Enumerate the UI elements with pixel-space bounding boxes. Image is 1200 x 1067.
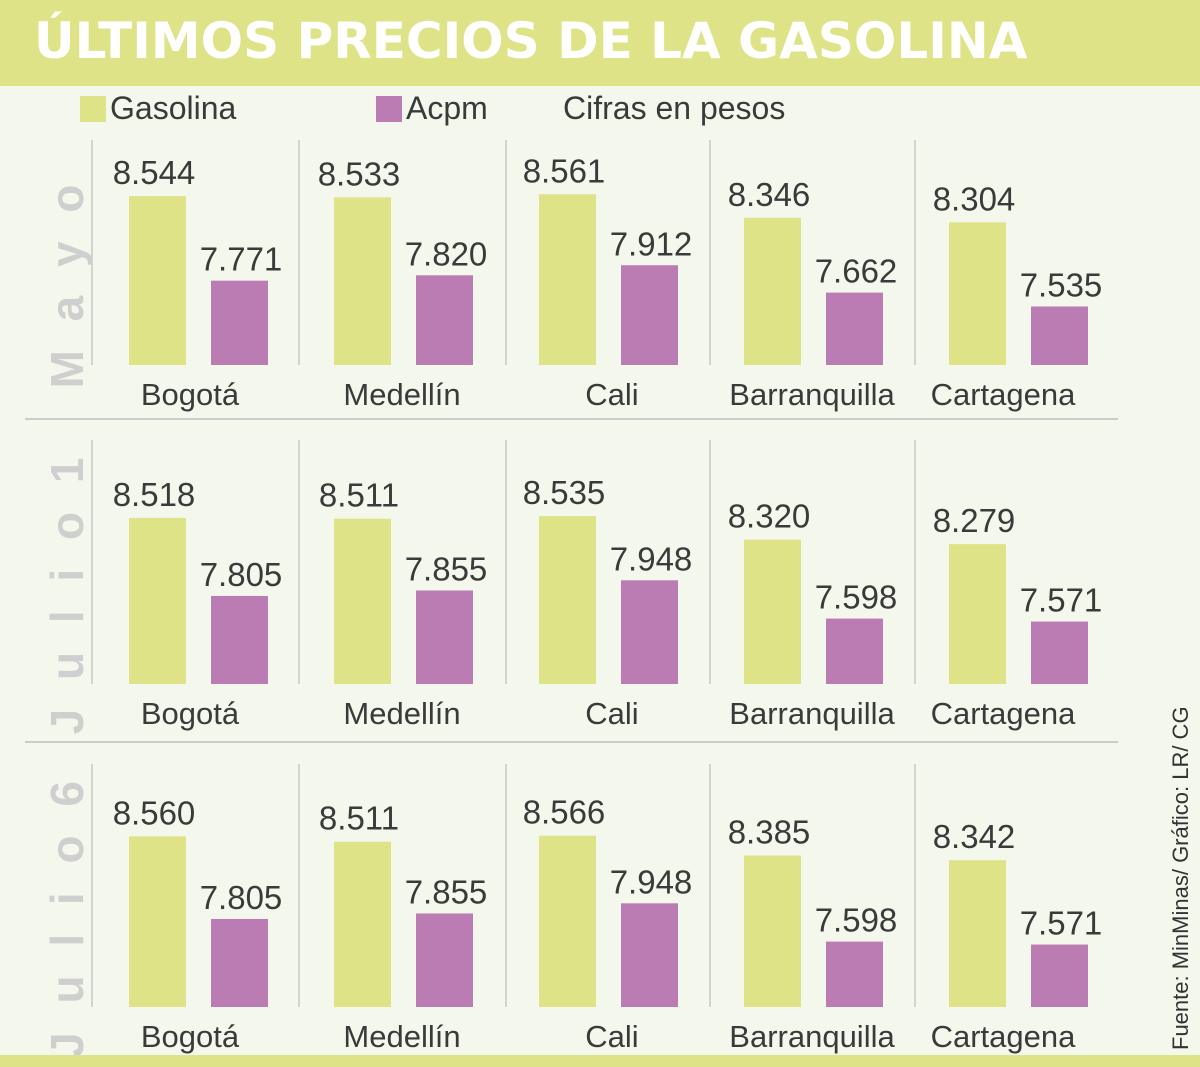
category-label: Bogotá — [141, 1019, 240, 1054]
legend-gasolina: Gasolina — [110, 90, 237, 126]
category-label: Barranquilla — [729, 1019, 895, 1054]
value-label-gasolina: 8.535 — [523, 474, 606, 511]
bar-gasolina — [129, 196, 186, 365]
value-label-acpm: 7.855 — [405, 873, 488, 910]
bar-acpm — [826, 941, 883, 1007]
bar-acpm — [211, 595, 268, 684]
category-label: Cali — [585, 696, 638, 731]
value-label-gasolina: 8.566 — [523, 794, 606, 831]
value-label-acpm: 7.571 — [1020, 905, 1103, 942]
source-note: Fuente: MinMinas/ Gráfico: LR/ CG — [1168, 706, 1193, 1050]
value-label-acpm: 7.855 — [405, 550, 488, 587]
value-label-acpm: 7.598 — [815, 902, 898, 939]
title-bar: ÚLTIMOS PRECIOS DE LA GASOLINA — [0, 0, 1200, 86]
value-label-acpm: 7.805 — [200, 879, 283, 916]
bar-acpm — [621, 903, 678, 1007]
value-label-gasolina: 8.320 — [728, 498, 811, 535]
group-label: J u l i o 1 — [41, 450, 93, 735]
value-label-gasolina: 8.342 — [933, 818, 1016, 855]
value-label-gasolina: 8.518 — [113, 476, 196, 513]
category-label: Cali — [585, 1019, 638, 1054]
value-label-acpm: 7.820 — [405, 235, 488, 272]
bar-acpm — [1031, 621, 1088, 684]
bar-gasolina — [539, 516, 596, 684]
value-label-gasolina: 8.279 — [933, 502, 1016, 539]
value-label-gasolina: 8.561 — [523, 152, 606, 189]
value-label-acpm: 7.535 — [1020, 266, 1103, 303]
bar-acpm — [1031, 306, 1088, 365]
bar-acpm — [826, 292, 883, 365]
bar-acpm — [416, 590, 473, 684]
value-label-gasolina: 8.304 — [933, 180, 1016, 217]
bar-acpm — [826, 618, 883, 684]
value-label-gasolina: 8.385 — [728, 814, 811, 851]
value-label-acpm: 7.598 — [815, 579, 898, 616]
group-label: M a y o — [41, 177, 93, 389]
category-label: Cartagena — [931, 1019, 1077, 1054]
legend-acpm: Acpm — [406, 90, 488, 126]
bar-acpm — [1031, 944, 1088, 1007]
bar-acpm — [211, 918, 268, 1007]
value-label-gasolina: 8.533 — [318, 155, 401, 192]
value-label-acpm: 7.662 — [815, 253, 898, 290]
category-label: Bogotá — [141, 377, 240, 412]
bar-acpm — [621, 580, 678, 684]
bar-gasolina — [334, 197, 391, 365]
legend-swatch-acpm — [376, 96, 402, 122]
bar-gasolina — [744, 217, 801, 365]
bar-acpm — [211, 280, 268, 365]
bar-gasolina — [744, 855, 801, 1007]
category-label: Bogotá — [141, 696, 240, 731]
value-label-gasolina: 8.346 — [728, 176, 811, 213]
category-label: Medellín — [343, 377, 460, 412]
value-label-gasolina: 8.560 — [113, 794, 196, 831]
bar-acpm — [416, 275, 473, 365]
value-label-acpm: 7.571 — [1020, 582, 1103, 619]
category-label: Barranquilla — [729, 377, 895, 412]
category-label: Medellín — [343, 696, 460, 731]
bar-acpm — [416, 913, 473, 1007]
value-label-acpm: 7.948 — [610, 863, 693, 900]
bar-gasolina — [539, 835, 596, 1007]
bar-gasolina — [949, 860, 1006, 1007]
group-label: J u l i o 6 — [41, 773, 93, 1058]
legend-swatch-gasolina — [80, 96, 106, 122]
bar-gasolina — [539, 194, 596, 365]
bar-gasolina — [129, 836, 186, 1007]
chart-title: ÚLTIMOS PRECIOS DE LA GASOLINA — [34, 12, 1028, 70]
bar-gasolina — [334, 518, 391, 684]
bar-gasolina — [949, 544, 1006, 684]
bar-gasolina — [949, 222, 1006, 365]
value-label-acpm: 7.805 — [200, 556, 283, 593]
value-label-gasolina: 8.544 — [113, 154, 196, 191]
legend-note: Cifras en pesos — [563, 90, 786, 126]
value-label-acpm: 7.771 — [200, 241, 283, 278]
category-label: Cartagena — [931, 696, 1077, 731]
category-label: Cali — [585, 377, 638, 412]
value-label-gasolina: 8.511 — [319, 800, 399, 837]
value-label-acpm: 7.912 — [610, 225, 693, 262]
bar-gasolina — [129, 517, 186, 684]
category-label: Barranquilla — [729, 696, 895, 731]
bar-acpm — [621, 265, 678, 365]
bottom-bar — [0, 1055, 1200, 1067]
category-label: Cartagena — [931, 377, 1077, 412]
value-label-gasolina: 8.511 — [319, 477, 399, 514]
value-label-acpm: 7.948 — [610, 540, 693, 577]
bar-gasolina — [334, 841, 391, 1007]
category-label: Medellín — [343, 1019, 460, 1054]
bar-gasolina — [744, 539, 801, 684]
